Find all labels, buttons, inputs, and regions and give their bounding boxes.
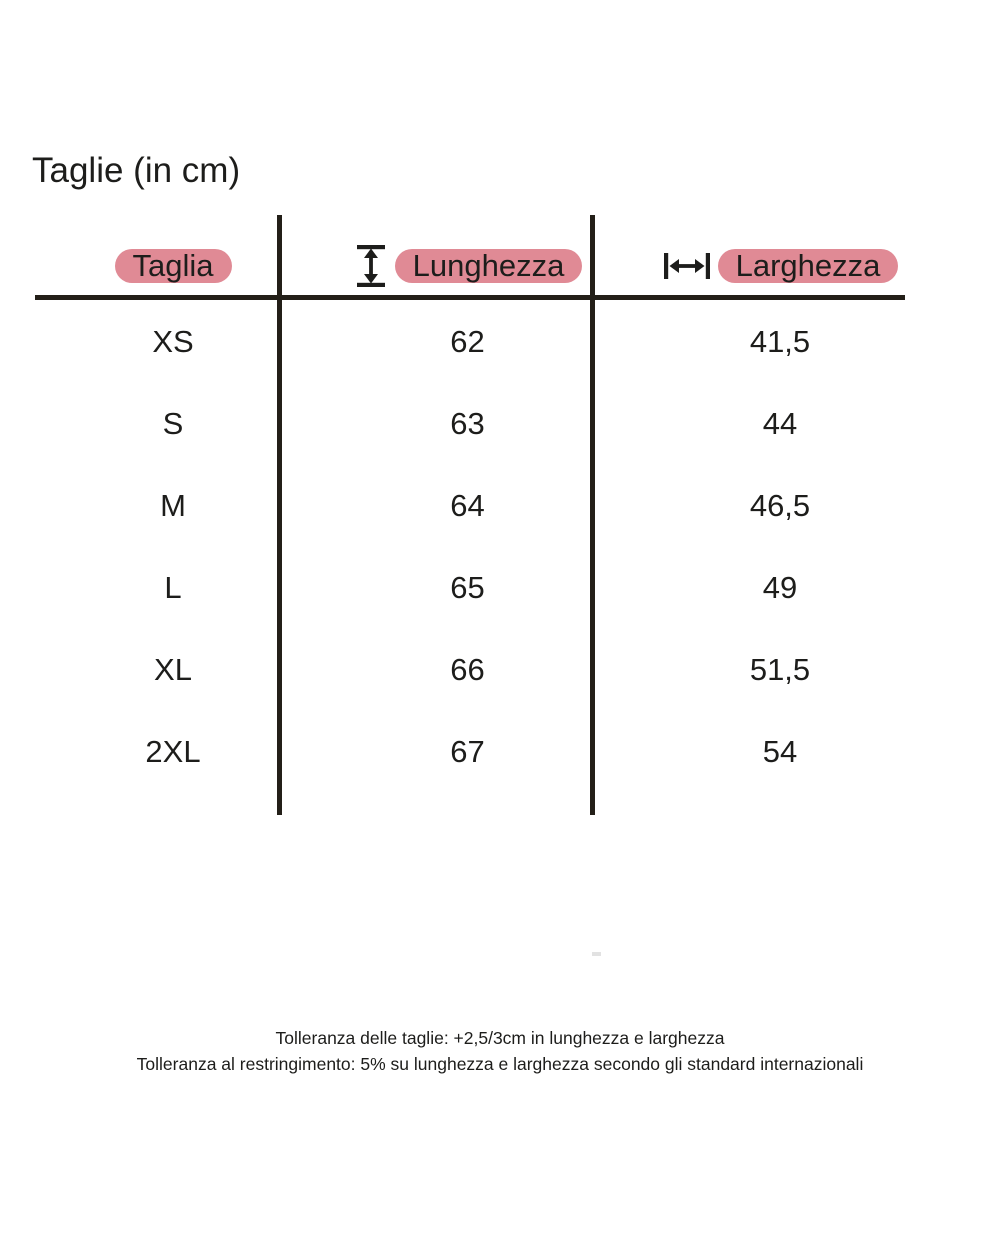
cell-larghezza: 41,5 — [749, 323, 811, 359]
column-header-lunghezza: Lunghezza — [310, 240, 625, 292]
header-divider-line — [35, 295, 905, 300]
cell-larghezza: 51,5 — [749, 651, 811, 687]
column-header-taglia: Taglia — [68, 240, 278, 292]
column-header-lunghezza-label: Lunghezza — [412, 247, 565, 283]
page-title: Taglie (in cm) — [32, 151, 241, 190]
tolerance-note-line-1: Tolleranza delle taglie: +2,5/3cm in lun… — [275, 1028, 725, 1048]
cell-lunghezza: 66 — [450, 651, 485, 687]
table-row: M 64 46,5 — [35, 464, 905, 546]
cell-lunghezza: 65 — [450, 569, 485, 605]
table-row: XS 62 41,5 — [35, 300, 905, 382]
cell-larghezza: 44 — [762, 405, 798, 441]
taglia-highlight: Taglia — [114, 247, 232, 286]
larghezza-highlight: Larghezza — [717, 247, 899, 286]
table-row: L 65 49 — [35, 546, 905, 628]
cell-taglia: 2XL — [145, 733, 201, 769]
cell-taglia: M — [160, 487, 186, 523]
column-header-taglia-label: Taglia — [132, 247, 214, 283]
cell-lunghezza: 62 — [450, 323, 485, 359]
cell-taglia: XS — [152, 323, 194, 359]
cell-lunghezza: 63 — [450, 405, 485, 441]
cell-taglia: S — [162, 405, 184, 441]
table-row: XL 66 51,5 — [35, 628, 905, 710]
table-row: S 63 44 — [35, 382, 905, 464]
cell-taglia: XL — [154, 651, 192, 687]
cell-taglia: L — [164, 569, 182, 605]
table-row: 2XL 67 54 — [35, 710, 905, 792]
horizontal-double-arrow-icon — [663, 253, 710, 279]
cell-larghezza: 54 — [762, 733, 798, 769]
tolerance-note-line-2: Tolleranza al restringimento: 5% su lung… — [136, 1054, 864, 1074]
column-header-larghezza: Larghezza — [620, 240, 940, 292]
cell-lunghezza: 67 — [450, 733, 485, 769]
table-header-row: Taglia Lunghezza — [35, 240, 905, 292]
column-header-larghezza-label: Larghezza — [735, 247, 881, 283]
cell-lunghezza: 64 — [450, 487, 485, 523]
faint-artifact-mark — [592, 952, 601, 956]
vertical-double-arrow-icon — [356, 245, 385, 287]
column-divider-1 — [277, 215, 282, 815]
tolerance-notes: Tolleranza delle taglie: +2,5/3cm in lun… — [0, 1025, 1000, 1077]
cell-larghezza: 49 — [762, 569, 798, 605]
table-body: XS 62 41,5 S 63 44 M 64 46,5 L 65 49 XL — [35, 300, 905, 792]
column-divider-2 — [590, 215, 595, 815]
cell-larghezza: 46,5 — [749, 487, 811, 523]
lunghezza-highlight: Lunghezza — [394, 247, 583, 286]
